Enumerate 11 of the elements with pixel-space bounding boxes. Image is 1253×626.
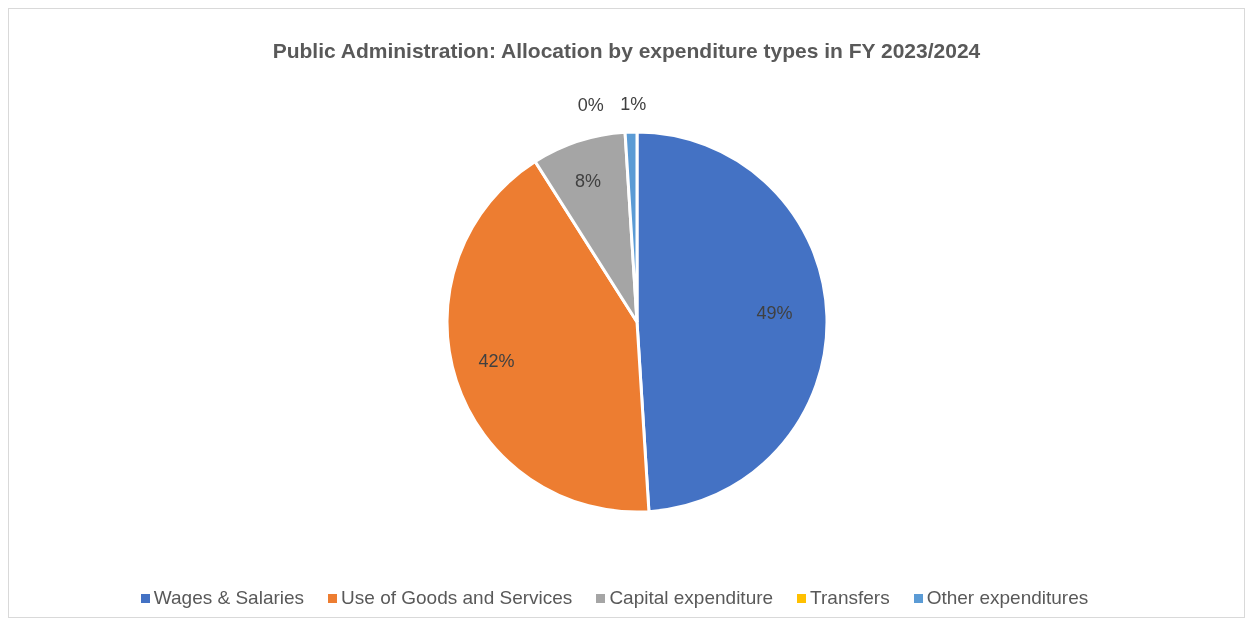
legend-label: Use of Goods and Services: [341, 587, 573, 608]
data-label: 8%: [574, 171, 601, 192]
data-label: 1%: [620, 94, 647, 115]
legend-label: Wages & Salaries: [153, 587, 305, 608]
data-label: 49%: [756, 302, 793, 323]
legend-label: Other expenditures: [926, 587, 1089, 608]
text: 0%: [577, 94, 604, 115]
chart-title: Public Administration: Allocation by expenditure types in FY 2023/2024: [271, 39, 982, 63]
legend-label: Transfers: [810, 587, 890, 608]
data-label: 42%: [478, 351, 515, 372]
legend-label: Capital expenditure: [609, 587, 774, 608]
